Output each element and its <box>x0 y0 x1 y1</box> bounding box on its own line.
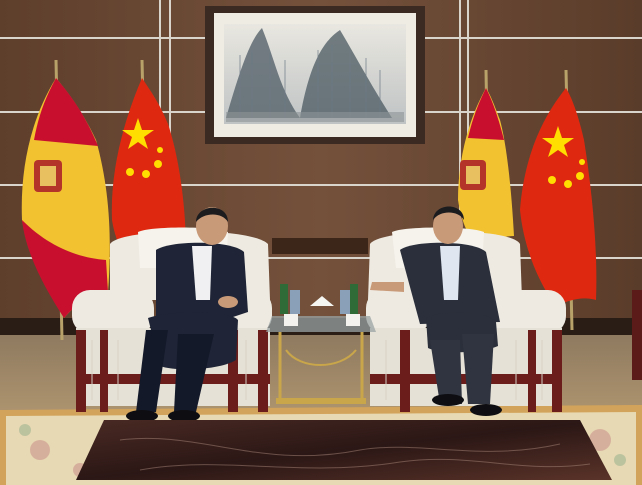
coat-of-arms <box>34 160 62 192</box>
left-person <box>126 207 248 422</box>
big-star <box>122 118 154 149</box>
shoe-right <box>432 394 464 406</box>
face-left <box>196 207 228 245</box>
shoe-right-2 <box>470 404 502 416</box>
shoe-left <box>126 410 158 422</box>
spain-flag-right <box>458 69 514 301</box>
china-flag-right <box>520 69 597 331</box>
shoe-left-2 <box>168 410 200 422</box>
name-card <box>310 296 334 306</box>
edge-object <box>632 290 642 380</box>
gesturing-hand <box>370 282 404 292</box>
teacup <box>284 314 298 326</box>
face-right <box>433 208 463 244</box>
coat-of-arms-right <box>460 160 486 190</box>
big-star-right <box>542 126 574 157</box>
right-person <box>370 206 502 416</box>
back-console <box>272 238 368 254</box>
water-bottle-2 <box>350 284 358 314</box>
water-can-2 <box>340 290 350 314</box>
teacup-2 <box>346 314 360 326</box>
glass-side-table <box>266 284 376 404</box>
marble-coffee-table <box>76 420 612 480</box>
water-bottle <box>280 284 288 314</box>
wall-painting <box>205 6 425 144</box>
hands-left <box>218 296 238 308</box>
water-can <box>290 290 300 314</box>
